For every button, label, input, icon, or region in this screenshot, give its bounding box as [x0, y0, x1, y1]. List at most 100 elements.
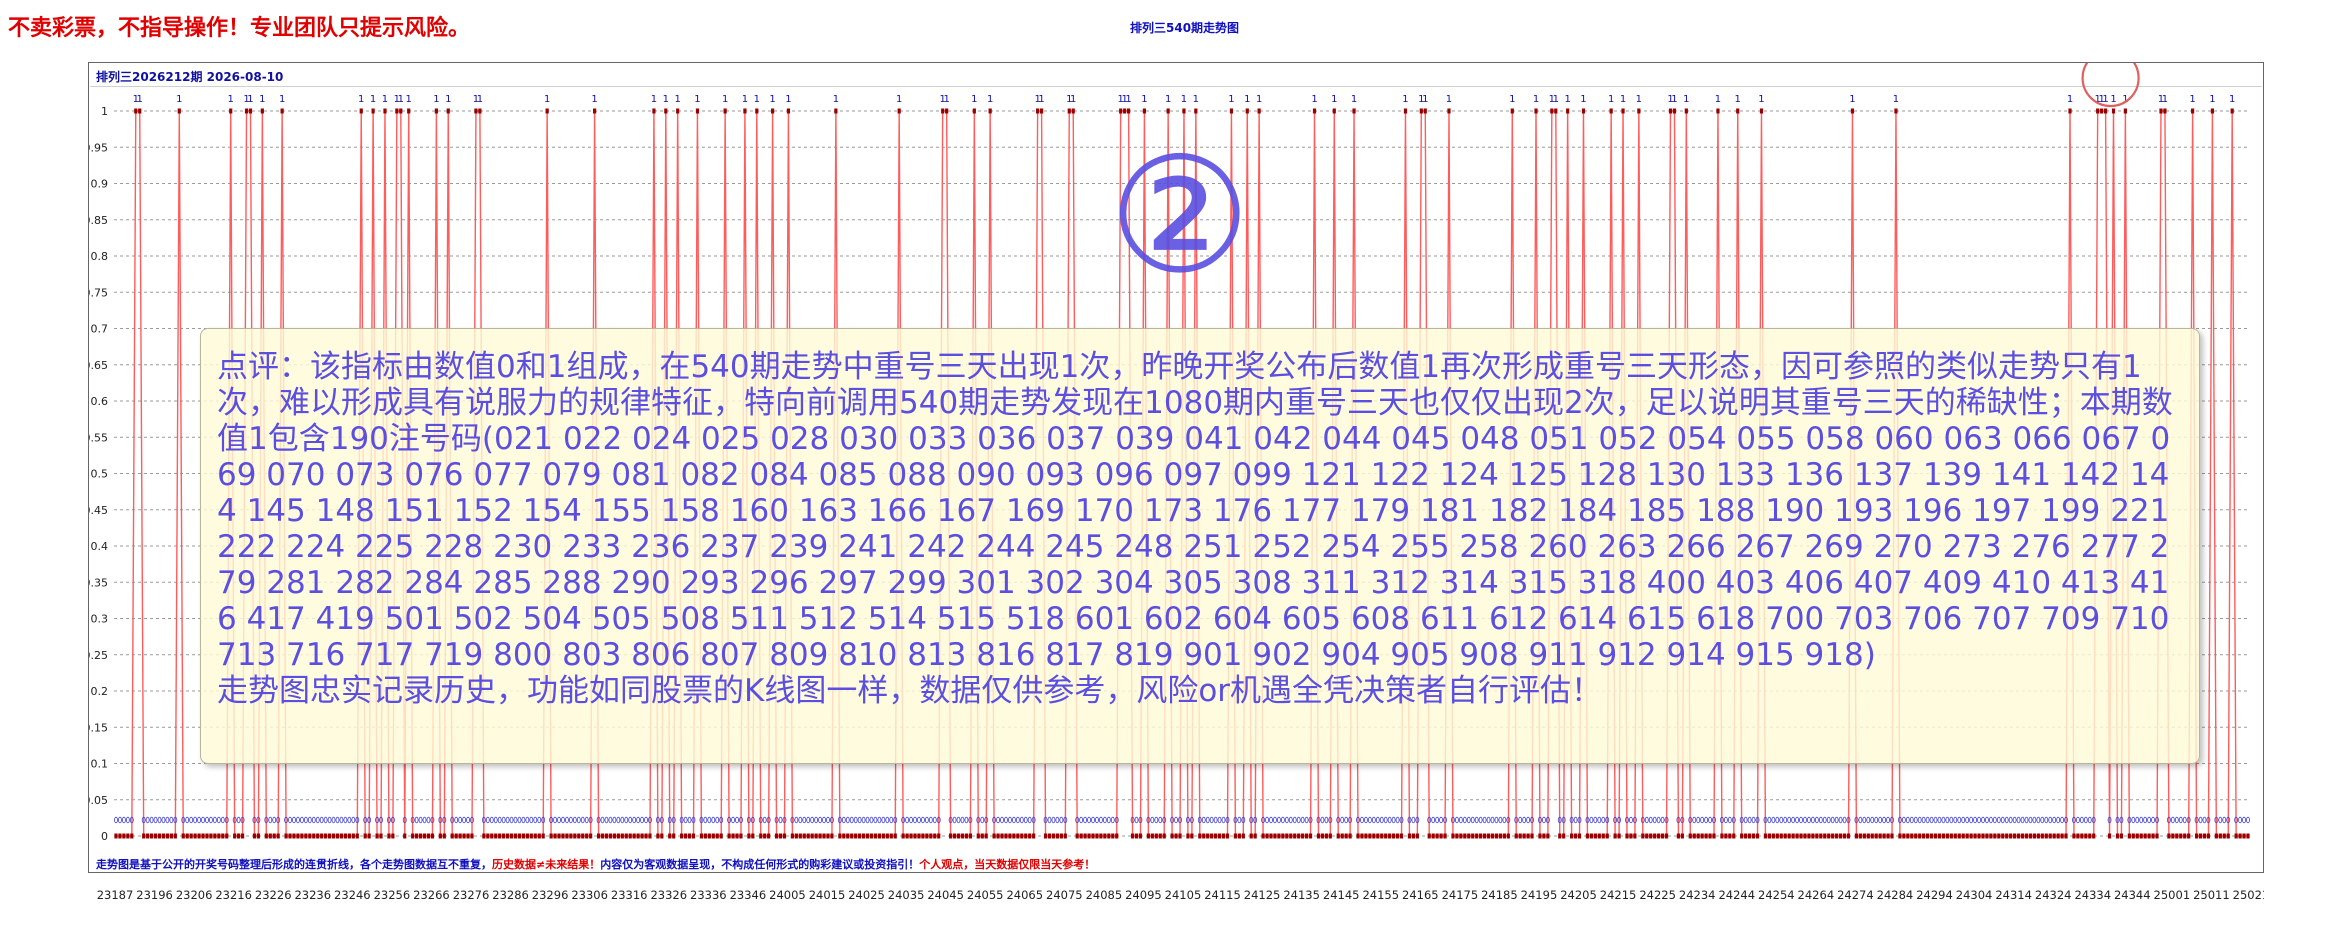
data-point [494, 833, 498, 839]
zero-marker [600, 816, 605, 824]
data-point [470, 833, 474, 839]
data-point [1130, 833, 1135, 839]
zero-marker [1739, 816, 1744, 824]
zero-marker [1170, 816, 1175, 824]
number-two-badge: ② [1108, 122, 1252, 309]
data-point [1819, 833, 1823, 839]
zero-marker [992, 816, 997, 824]
data-point [553, 833, 557, 839]
data-point [1312, 108, 1317, 114]
data-point [1953, 833, 1957, 839]
data-label: 1 [176, 94, 182, 105]
x-tick-label: 24284 [1877, 888, 1914, 902]
data-label: 1 [971, 94, 977, 105]
data-point [988, 108, 992, 114]
zero-marker [1502, 816, 1507, 824]
zero-marker [1360, 816, 1364, 824]
zero-marker [1490, 816, 1495, 824]
zero-marker [300, 816, 304, 824]
zero-marker [296, 816, 300, 824]
x-tick-label: 23276 [453, 888, 490, 902]
zero-marker [782, 816, 787, 824]
zero-marker [1826, 816, 1831, 824]
data-point [426, 833, 431, 839]
zero-marker [802, 816, 807, 824]
data-point [157, 833, 162, 839]
zero-marker [2238, 816, 2242, 824]
data-label: 1 [674, 94, 680, 105]
data-point [395, 108, 399, 114]
data-point [114, 833, 118, 839]
zero-marker [924, 816, 929, 824]
data-point [1384, 833, 1388, 839]
zero-marker [1937, 816, 1942, 824]
zero-marker [114, 816, 118, 824]
zero-marker [1091, 816, 1095, 824]
data-point [2040, 833, 2044, 839]
zero-marker [1858, 816, 1863, 824]
data-point [1550, 108, 1554, 114]
y-tick-label: 0.4 [91, 540, 109, 553]
data-point [458, 833, 462, 839]
data-point [1870, 833, 1874, 839]
zero-marker [1640, 816, 1645, 824]
data-point [1815, 833, 1819, 839]
data-point [838, 833, 842, 839]
data-point [1494, 833, 1499, 839]
zero-marker [1000, 816, 1004, 824]
zero-marker [557, 816, 561, 824]
zero-marker [1822, 816, 1827, 824]
data-point [1720, 833, 1724, 839]
data-label: 1 [243, 94, 249, 105]
zero-marker [2143, 816, 2148, 824]
data-point [193, 833, 197, 839]
zero-marker [790, 816, 795, 824]
data-label: 1 [1121, 94, 1127, 105]
data-point [790, 833, 794, 839]
x-tick-label: 24095 [1125, 888, 1162, 902]
data-point [478, 108, 482, 114]
zero-marker [462, 816, 466, 824]
data-point [1138, 833, 1143, 839]
data-point [2024, 833, 2029, 839]
zero-marker [1810, 816, 1815, 824]
data-point [1759, 108, 1764, 114]
data-point [1965, 833, 1969, 839]
zero-marker [928, 816, 933, 824]
data-point [905, 833, 909, 839]
zero-marker [1747, 816, 1752, 824]
data-point [1123, 108, 1127, 114]
zero-marker [1288, 816, 1293, 824]
zero-marker [1589, 816, 1594, 824]
data-point [1506, 833, 1510, 839]
zero-marker [1988, 816, 1993, 824]
data-point [2143, 833, 2147, 839]
data-point [1028, 833, 1032, 839]
data-point [244, 108, 249, 114]
data-point [1570, 833, 1574, 839]
zero-marker [339, 816, 344, 824]
data-point [375, 833, 379, 839]
x-tick-label: 23346 [730, 888, 767, 902]
data-point [1372, 833, 1376, 839]
zero-marker [861, 816, 866, 824]
zero-marker [232, 816, 237, 824]
data-point [142, 833, 146, 839]
zero-marker [845, 816, 850, 824]
x-tick-label: 24155 [1362, 888, 1399, 902]
data-point [1997, 833, 2001, 839]
data-point [165, 833, 170, 839]
data-point [545, 108, 549, 114]
zero-marker [1371, 816, 1376, 824]
zero-marker [311, 816, 316, 824]
zero-marker [1846, 816, 1851, 824]
zero-marker [1099, 816, 1103, 824]
zero-marker [1973, 816, 1977, 824]
data-point [1253, 833, 1257, 839]
zero-marker [881, 816, 886, 824]
zero-marker [1569, 816, 1574, 824]
data-point [1783, 833, 1787, 839]
zero-marker [1316, 816, 1321, 824]
zero-marker [442, 816, 447, 824]
data-point [1403, 108, 1408, 114]
